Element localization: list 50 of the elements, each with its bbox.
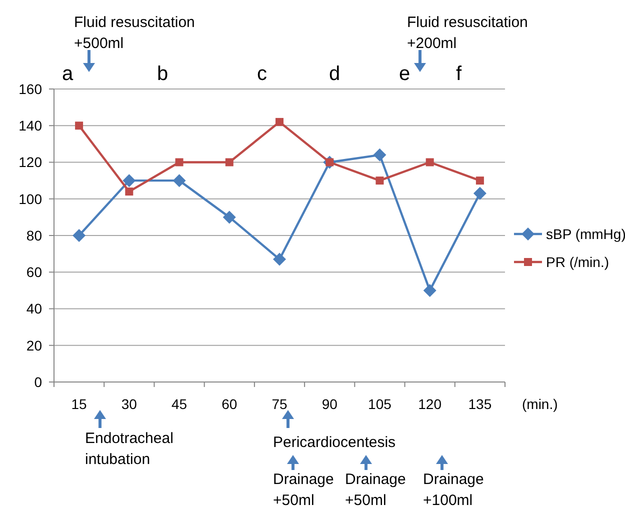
text: d bbox=[329, 63, 340, 85]
text: Fluid resuscitation +500ml bbox=[74, 14, 195, 52]
x-tick-label: 105 bbox=[368, 396, 392, 412]
x-tick-label: 60 bbox=[222, 396, 238, 412]
point bbox=[276, 118, 284, 126]
y-tick-label: 60 bbox=[26, 264, 42, 280]
x-tick-label: 90 bbox=[322, 396, 338, 412]
point bbox=[473, 186, 486, 200]
text: b bbox=[157, 63, 168, 85]
text: Drainage +50ml bbox=[345, 471, 406, 508]
x-tick-label: 45 bbox=[171, 396, 188, 412]
point bbox=[175, 158, 184, 166]
legend-label: sBP (mmHg) bbox=[546, 226, 625, 242]
point bbox=[122, 174, 136, 188]
text: f bbox=[456, 63, 462, 85]
point bbox=[125, 188, 134, 196]
point bbox=[72, 229, 86, 242]
point bbox=[75, 122, 84, 130]
text: Pericardiocentesis bbox=[273, 434, 396, 451]
y-tick-label: 160 bbox=[18, 80, 42, 97]
point bbox=[373, 148, 386, 162]
point bbox=[376, 176, 384, 185]
y-tick-label: 0 bbox=[34, 374, 42, 390]
text: Fluid resuscitation +200ml bbox=[407, 14, 528, 52]
y-tick-label: 100 bbox=[18, 190, 42, 207]
text: Drainage +50ml bbox=[273, 471, 334, 508]
x-tick-label: 75 bbox=[272, 396, 288, 412]
point bbox=[225, 158, 234, 166]
text: c bbox=[257, 63, 267, 85]
text: e bbox=[399, 63, 410, 85]
point bbox=[273, 252, 286, 266]
y-tick-label: 120 bbox=[18, 154, 42, 170]
legend-label: PR (/min.) bbox=[546, 254, 609, 270]
text: Drainage +100ml bbox=[423, 471, 484, 508]
y-tick-label: 20 bbox=[26, 337, 42, 354]
x-tick-label: 120 bbox=[418, 396, 442, 412]
x-axis-title: (min.) bbox=[522, 396, 558, 412]
y-tick-label: 40 bbox=[26, 300, 42, 317]
point bbox=[172, 174, 186, 188]
point bbox=[423, 284, 436, 297]
x-tick-label: 15 bbox=[71, 396, 88, 412]
point bbox=[476, 176, 484, 185]
y-tick-label: 80 bbox=[26, 227, 42, 244]
x-tick-label: 135 bbox=[468, 396, 492, 412]
text: a bbox=[62, 63, 74, 85]
y-tick-label: 140 bbox=[18, 118, 42, 134]
text: Endotracheal intubation bbox=[85, 430, 174, 468]
point bbox=[426, 158, 434, 166]
point bbox=[222, 210, 236, 224]
x-tick-label: 30 bbox=[121, 396, 138, 412]
